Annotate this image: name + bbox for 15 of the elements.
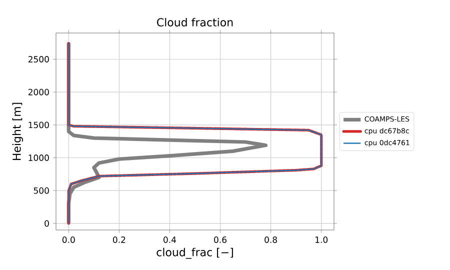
- x-tick-label: 0.8: [264, 236, 277, 243]
- y-tick-label: 2500: [28, 56, 49, 62]
- y-tick-label: 1000: [28, 154, 49, 161]
- x-tick-label: 1.0: [316, 236, 328, 243]
- x-tick-label: 0.6: [214, 236, 226, 243]
- y-tick-label: 500: [34, 187, 49, 194]
- x-tick-label: 0.2: [112, 236, 126, 243]
- y-tick-label: 2000: [28, 88, 49, 96]
- x-tick-label: 0.4: [164, 236, 176, 243]
- y-axis-title: Height [m]: [12, 102, 23, 160]
- y-tick-label: 1500: [28, 122, 49, 128]
- x-axis-title: cloud_frac [−]: [156, 248, 233, 259]
- x-tick-label: 0.0: [62, 236, 75, 243]
- y-tick-label: 0: [44, 220, 49, 227]
- chart-title: Cloud fraction: [157, 18, 233, 26]
